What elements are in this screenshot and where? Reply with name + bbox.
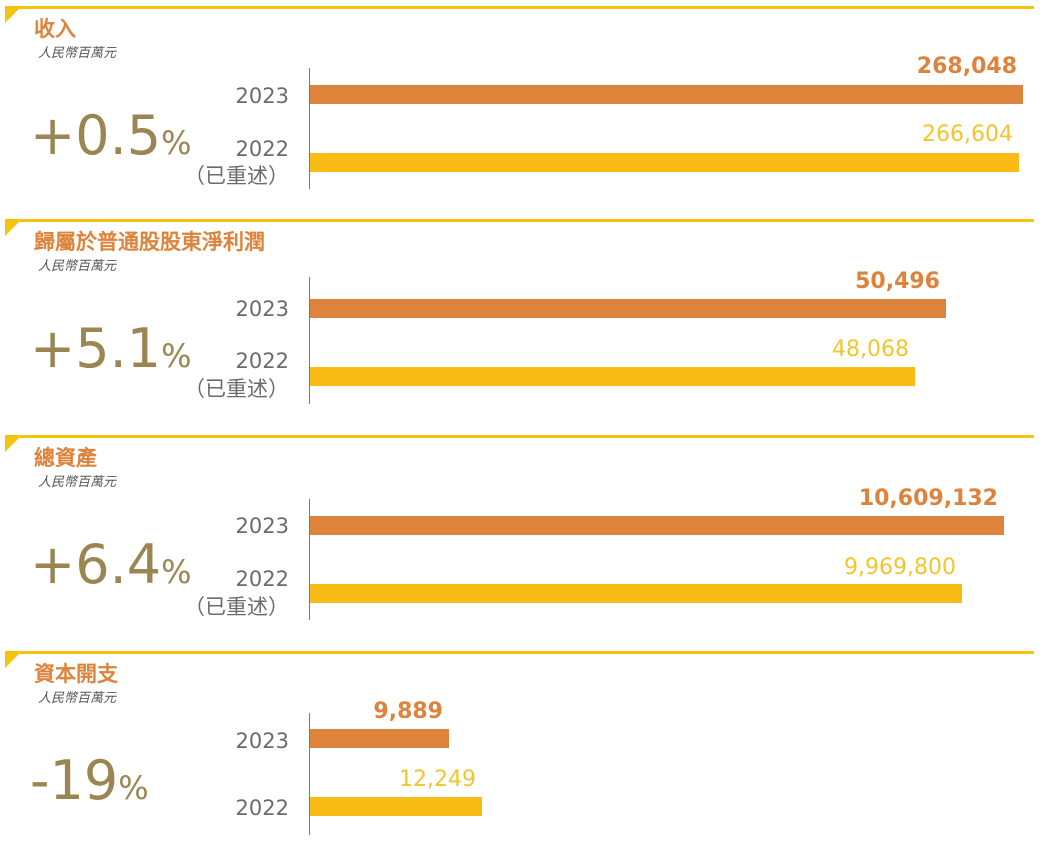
chart-unit: 人民幣百萬元 [38,691,117,706]
panel-top-line [5,651,1034,654]
corner-triangle-icon [5,435,22,452]
change-value: +6.4% [30,535,192,595]
data-label-current: 268,048 [916,54,1017,79]
tick-label-current: 2023 [235,84,289,108]
change-number: +0.5 [30,104,162,167]
data-label-current: 10,609,132 [858,486,998,511]
bar-current [310,299,946,318]
tick-label-previous: 2022 [235,796,289,820]
panel-top-line [5,6,1034,9]
bar-previous [310,153,1019,172]
chart-axis [309,277,310,404]
restated-note: （已重述） [184,377,289,401]
restated-note: （已重述） [184,164,289,188]
chart-unit: 人民幣百萬元 [38,46,117,61]
chart-panel-total-assets: 總資產 人民幣百萬元 +6.4% 2023 2022 （已重述） 10,609,… [0,435,1046,635]
chart-title: 歸屬於普通股股東淨利潤 [34,230,265,254]
bar-current [310,729,449,748]
tick-label-current: 2023 [235,297,289,321]
chart-panel-capex: 資本開支 人民幣百萬元 -19% 2023 2022 9,889 12,249 [0,651,1046,841]
chart-axis [309,713,310,835]
restated-note: （已重述） [184,595,289,619]
data-label-previous: 12,249 [399,767,476,792]
data-label-current: 50,496 [855,269,940,294]
bar-previous [310,797,482,816]
data-label-previous: 266,604 [922,122,1013,147]
change-unit: % [161,553,192,591]
bar-previous [310,367,915,386]
data-label-previous: 9,969,800 [844,555,956,580]
bar-current [310,85,1023,104]
panel-top-line [5,435,1034,438]
change-unit: % [161,337,192,375]
change-number: -19 [30,749,119,812]
chart-axis [309,68,310,189]
change-value: -19% [30,751,149,811]
corner-triangle-icon [5,219,22,236]
change-unit: % [118,769,149,807]
change-unit: % [161,124,192,162]
change-number: +5.1 [30,317,162,380]
chart-unit: 人民幣百萬元 [38,259,117,274]
tick-label-current: 2023 [235,514,289,538]
tick-label-previous: 2022 [235,349,289,373]
data-label-current: 9,889 [373,699,443,724]
tick-label-previous: 2022 [235,567,289,591]
change-number: +6.4 [30,533,162,596]
chart-title: 總資產 [34,446,97,470]
corner-triangle-icon [5,6,22,23]
bar-current [310,516,1004,535]
chart-axis [309,499,310,620]
chart-panel-net-profit: 歸屬於普通股股東淨利潤 人民幣百萬元 +5.1% 2023 2022 （已重述）… [0,219,1046,419]
chart-title: 收入 [34,17,76,41]
change-value: +0.5% [30,106,192,166]
chart-title: 資本開支 [34,662,118,686]
data-label-previous: 48,068 [832,337,909,362]
tick-label-current: 2023 [235,729,289,753]
bar-previous [310,584,962,603]
corner-triangle-icon [5,651,22,668]
chart-panel-revenue: 收入 人民幣百萬元 +0.5% 2023 2022 （已重述） 268,048 … [0,6,1046,206]
panel-top-line [5,219,1034,222]
chart-unit: 人民幣百萬元 [38,475,117,490]
tick-label-previous: 2022 [235,137,289,161]
change-value: +5.1% [30,319,192,379]
